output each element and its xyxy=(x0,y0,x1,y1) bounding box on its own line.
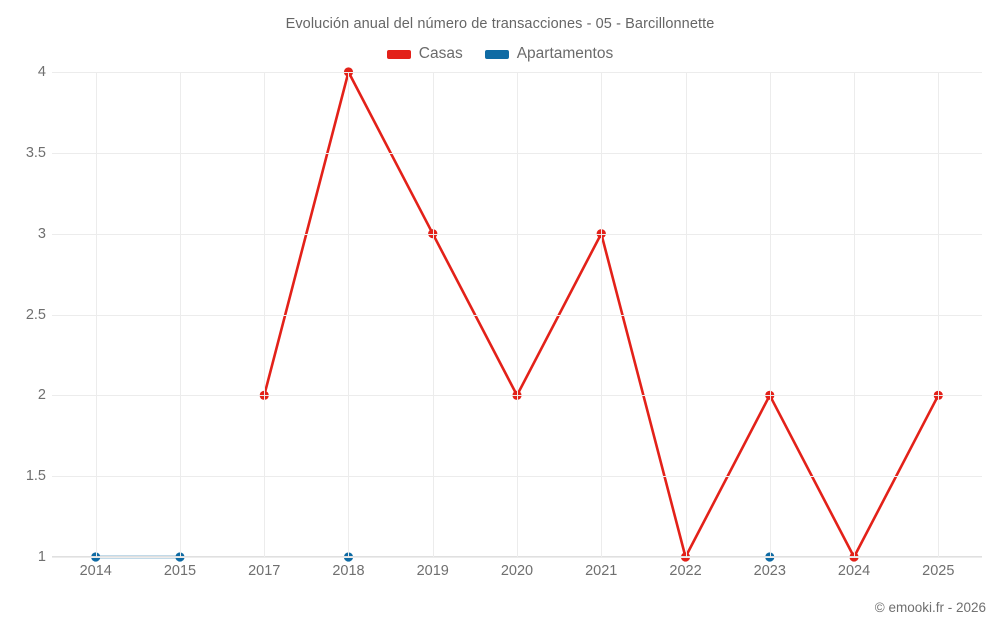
y-tick-label: 2 xyxy=(37,387,46,404)
y-tick-label: 2.5 xyxy=(25,306,46,323)
chart-title: Evolución anual del número de transaccio… xyxy=(285,16,715,32)
y-tick-label: 4 xyxy=(37,64,46,80)
plot-area xyxy=(52,67,982,562)
gridline-vertical xyxy=(769,72,771,557)
gridline-vertical xyxy=(517,72,518,557)
y-axis-tick-labels: 1 1.5 2 2.5 3 3.5 4 xyxy=(0,64,46,565)
x-axis-tick-labels: 2014 2015 2017 2018 2019 2020 2021 2022 2023 2024… xyxy=(52,563,982,587)
x-tick-label: 2017 xyxy=(248,563,281,579)
gridline-vertical xyxy=(95,72,97,557)
legend-item-apartamentos[interactable]: Apartamentos xyxy=(484,45,614,63)
gridline-vertical xyxy=(348,72,350,557)
footer-credit: © emooki.fr - 2026 xyxy=(874,600,986,615)
legend-item-label: Apartamentos xyxy=(516,45,614,62)
x-tick-label: 2015 xyxy=(163,563,197,579)
y-tick-label: 3 xyxy=(37,225,46,242)
gridline-vertical xyxy=(854,72,856,557)
x-tick-label: 2014 xyxy=(79,563,112,579)
legend-swatch-icon xyxy=(386,49,411,59)
gridline-horizontal xyxy=(52,557,982,558)
gridline-vertical xyxy=(179,72,181,557)
y-tick-label: 1.5 xyxy=(25,468,46,485)
x-tick-label: 2020 xyxy=(500,563,534,579)
x-tick-label: 2022 xyxy=(669,563,702,579)
x-tick-label: 2019 xyxy=(416,563,449,579)
x-tick-label: 2025 xyxy=(922,563,955,579)
x-tick-label: 2021 xyxy=(585,563,618,579)
x-tick-label: 2023 xyxy=(753,563,786,579)
x-tick-label: 2024 xyxy=(837,563,871,579)
y-tick-label: 3.5 xyxy=(25,144,46,161)
gridline-vertical xyxy=(601,72,603,557)
legend-item-casas[interactable]: Casas xyxy=(386,45,463,63)
gridline-vertical xyxy=(432,72,434,557)
legend-swatch-icon xyxy=(484,49,509,59)
gridline-vertical xyxy=(264,72,266,557)
gridline-vertical xyxy=(938,72,940,557)
x-tick-label: 2018 xyxy=(332,563,365,579)
chart-legend: Casas Apartamentos xyxy=(0,45,1000,63)
y-tick-label: 1 xyxy=(37,549,46,565)
gridline-vertical xyxy=(685,72,687,557)
legend-item-label: Casas xyxy=(418,45,463,62)
